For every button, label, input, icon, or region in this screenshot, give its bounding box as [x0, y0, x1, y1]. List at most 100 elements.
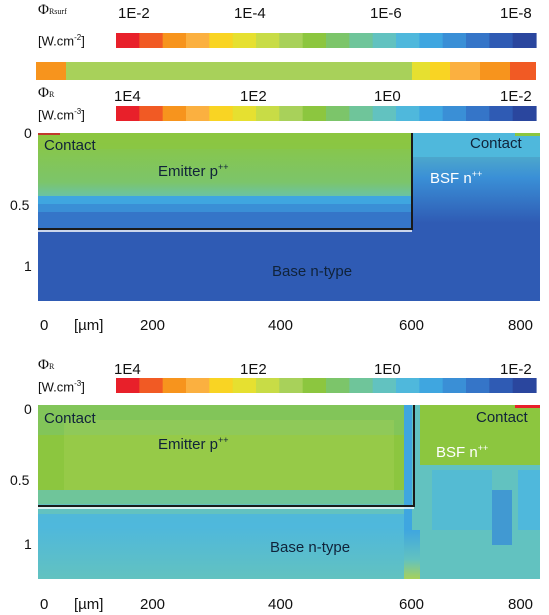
- colorbar-segment: [139, 378, 164, 393]
- vol2-tick-2: 1E2: [240, 361, 267, 378]
- colorbar-segment: [209, 106, 234, 121]
- p1-bsf-label: BSF n++: [430, 169, 483, 187]
- colorbar-segment: [372, 106, 397, 121]
- colorbar-segment: [466, 106, 490, 121]
- colorbar-segment: [349, 33, 374, 48]
- p1-emitter-label: Emitter p++: [158, 162, 229, 180]
- p1-xtick-600: 600: [399, 317, 425, 334]
- colorbar-segment: [349, 378, 374, 393]
- vol2-symbol: ΦR: [38, 357, 55, 373]
- vol2-colorbar: [116, 378, 537, 393]
- colorbar-segment: [489, 33, 514, 48]
- colorbar-segment: [116, 106, 140, 121]
- p2-contact-right: Contact: [476, 409, 528, 426]
- colorbar-segment: [302, 33, 327, 48]
- colorbar-segment: [442, 378, 467, 393]
- vol2-tick-4: 1E-2: [500, 361, 532, 378]
- vol1-symbol: ΦR: [38, 85, 55, 101]
- vol1-tick-4: 1E-2: [500, 88, 532, 105]
- colorbar-segment: [279, 106, 304, 121]
- p2-base-label: Base n-type: [270, 539, 351, 556]
- p1-xtick-200: 200: [140, 317, 166, 334]
- colorbar-segment: [466, 378, 490, 393]
- colorbar-segment: [489, 378, 514, 393]
- colorbar-segment: [396, 106, 420, 121]
- colorbar-segment: [232, 33, 257, 48]
- colorbar-segment: [162, 33, 187, 48]
- vol1-colorbar: [116, 106, 537, 121]
- colorbar-segment: [326, 106, 350, 121]
- p2-ytick-0: 0: [24, 401, 32, 417]
- p1-base-label: Base n-type: [272, 263, 353, 280]
- colorbar-segment: [419, 106, 444, 121]
- p1-xtick-800: 800: [508, 317, 534, 334]
- colorbar-segment: [419, 33, 444, 48]
- colorbar-segment: [279, 378, 304, 393]
- p2-xtick-200: 200: [140, 596, 166, 613]
- colorbar-segment: [186, 378, 210, 393]
- colorbar-segment: [396, 33, 420, 48]
- p1-ytick-1: 1: [24, 258, 32, 274]
- colorbar-segment: [256, 106, 280, 121]
- colorbar-segment: [139, 33, 164, 48]
- colorbar-segment: [162, 106, 187, 121]
- colorbar-segment: [326, 378, 350, 393]
- colorbar-segment: [419, 378, 444, 393]
- p1-contact-right: Contact: [470, 135, 522, 152]
- colorbar-segment: [512, 33, 537, 48]
- p2-ytick-1: 1: [24, 536, 32, 552]
- colorbar-segment: [372, 378, 397, 393]
- p2-bsf-label: BSF n++: [436, 443, 489, 461]
- colorbar-segment: [372, 33, 397, 48]
- p1-x-unit: [µm]: [74, 317, 104, 334]
- surf-tick-2: 1E-4: [234, 5, 266, 22]
- vol1-tick-3: 1E0: [374, 88, 401, 105]
- vol2-tick-3: 1E0: [374, 361, 401, 378]
- colorbar-segment: [279, 33, 304, 48]
- p2-xtick-0: 0: [40, 596, 49, 613]
- colorbar-segment: [256, 378, 280, 393]
- colorbar-segment: [489, 106, 514, 121]
- p1-contact-left: Contact: [44, 137, 96, 154]
- vol1-unit: [W.cm-3]: [38, 107, 85, 123]
- p1-xtick-400: 400: [268, 317, 294, 334]
- surf-tick-1: 1E-2: [118, 5, 150, 22]
- p2-xtick-800: 800: [508, 596, 534, 613]
- p2-x-unit: [µm]: [74, 596, 104, 613]
- colorbar-segment: [396, 378, 420, 393]
- p2-contact-left: Contact: [44, 410, 96, 427]
- colorbar-segment: [209, 33, 234, 48]
- panel1-map: [38, 133, 540, 301]
- vol1-tick-2: 1E2: [240, 88, 267, 105]
- colorbar-segment: [232, 378, 257, 393]
- colorbar-segment: [512, 378, 537, 393]
- p1-ytick-05: 0.5: [10, 197, 30, 213]
- colorbar-segment: [466, 33, 490, 48]
- p2-xtick-600: 600: [399, 596, 425, 613]
- surf-colorbar: [116, 33, 537, 48]
- colorbar-segment: [186, 33, 210, 48]
- p2-emitter-label: Emitter p++: [158, 435, 229, 453]
- panel2-map: [38, 405, 540, 579]
- vol1-tick-1: 1E4: [114, 88, 141, 105]
- surface-profile-strip: [36, 62, 536, 80]
- colorbar-segment: [512, 106, 537, 121]
- colorbar-segment: [442, 33, 467, 48]
- surf-tick-3: 1E-6: [370, 5, 402, 22]
- colorbar-segment: [116, 378, 140, 393]
- p2-ytick-05: 0.5: [10, 472, 30, 488]
- colorbar-segment: [116, 33, 140, 48]
- colorbar-segment: [162, 378, 187, 393]
- colorbar-segment: [139, 106, 164, 121]
- colorbar-segment: [232, 106, 257, 121]
- p1-ytick-0: 0: [24, 125, 32, 141]
- surf-tick-4: 1E-8: [500, 5, 532, 22]
- colorbar-segment: [209, 378, 234, 393]
- colorbar-segment: [302, 106, 327, 121]
- surf-symbol: ΦRsurf: [38, 2, 67, 18]
- colorbar-segment: [349, 106, 374, 121]
- p1-xtick-0: 0: [40, 317, 49, 334]
- p2-xtick-400: 400: [268, 596, 294, 613]
- vol2-tick-1: 1E4: [114, 361, 141, 378]
